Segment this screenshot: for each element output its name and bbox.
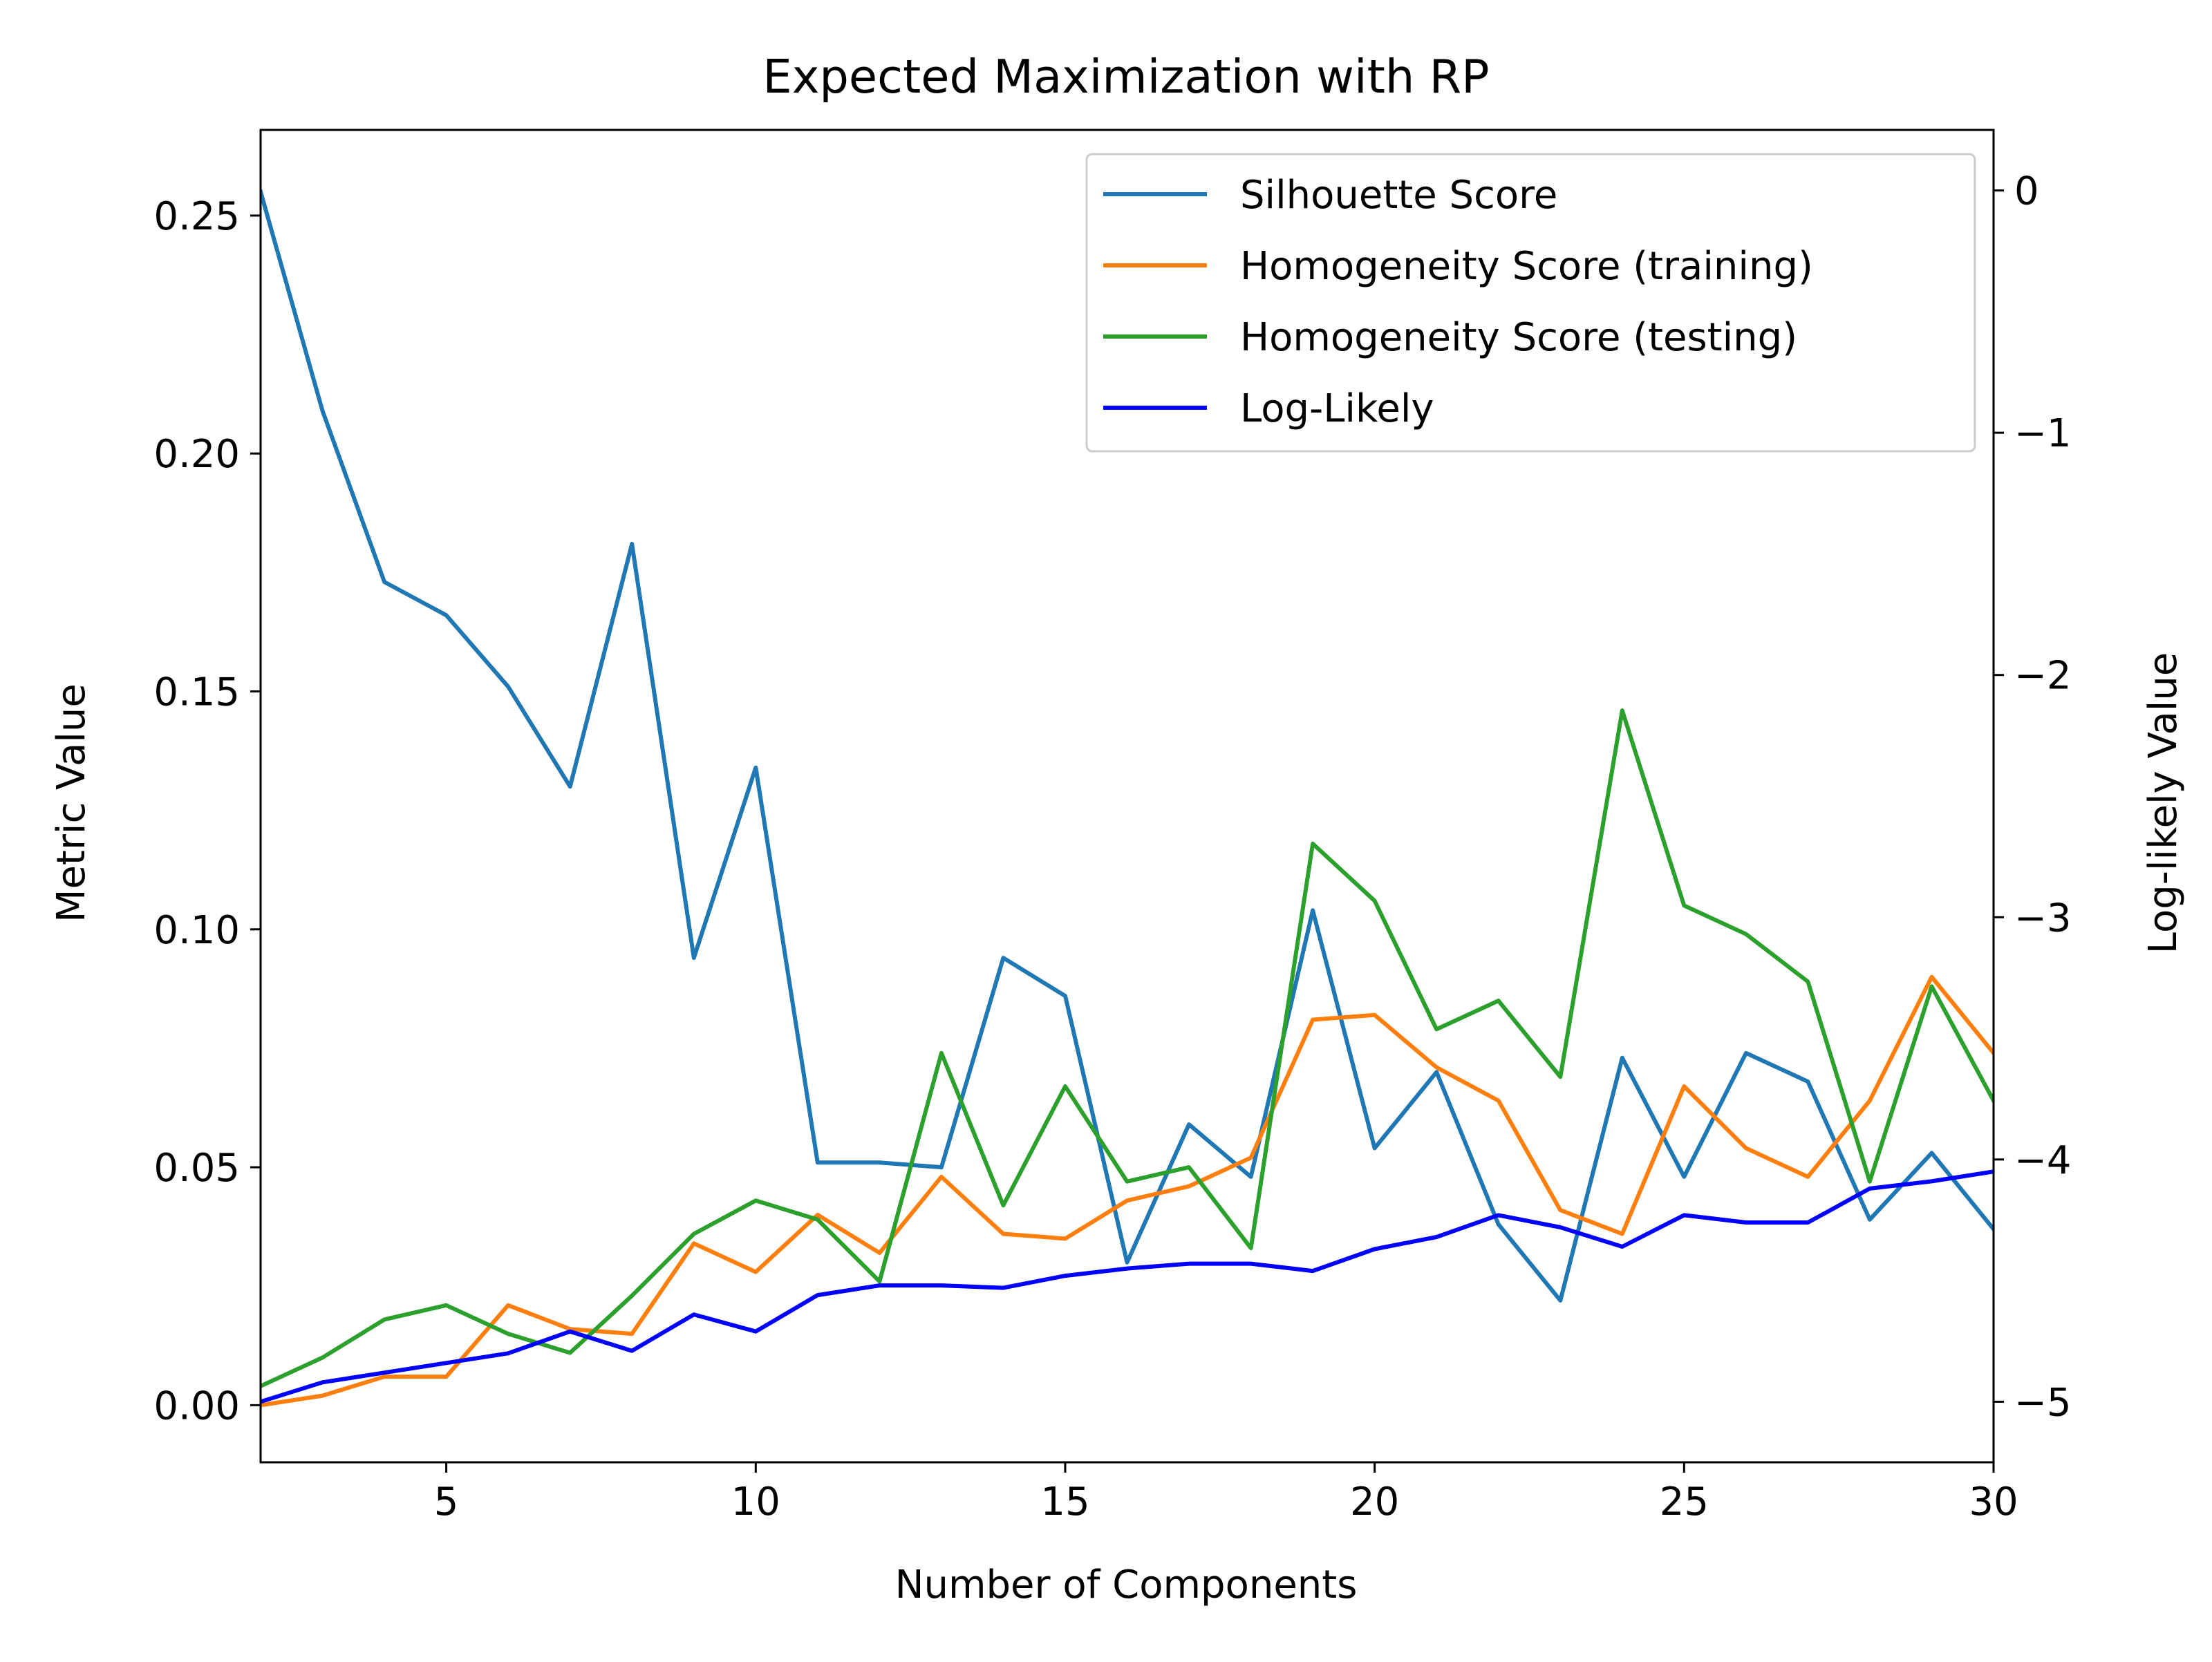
y2-tick-label: −1 xyxy=(2014,411,2072,456)
x-tick-label: 25 xyxy=(1660,1480,1709,1524)
x-tick-label: 30 xyxy=(1969,1480,2018,1524)
legend-label: Silhouette Score xyxy=(1240,173,1557,218)
legend-label: Homogeneity Score (training) xyxy=(1240,244,1813,289)
series-line-4 xyxy=(261,1169,1994,1404)
y2-tick-label: −4 xyxy=(2014,1138,2072,1183)
y-tick-label: 0.25 xyxy=(153,194,240,239)
y2-tick-label: 0 xyxy=(2014,169,2039,214)
x-axis: 5 10 15 20 25 30 xyxy=(434,1462,2018,1524)
legend-label: Log-Likely xyxy=(1240,386,1434,431)
x-tick-label: 15 xyxy=(1040,1480,1089,1524)
legend-label: Homogeneity Score (testing) xyxy=(1240,315,1797,360)
y-tick-label: 0.20 xyxy=(153,432,240,477)
y-tick-label: 0.00 xyxy=(153,1384,240,1428)
legend-box xyxy=(1085,153,1976,453)
y-axis-left: 0.00 0.05 0.10 0.15 0.20 0.25 xyxy=(153,194,261,1428)
series-line-1 xyxy=(261,189,1994,1303)
series-layer xyxy=(261,189,1994,1408)
plot-frame xyxy=(259,129,1995,1464)
y2-tick-label: −3 xyxy=(2014,896,2072,941)
chart-title: Expected Maximization with RP xyxy=(762,50,1489,104)
y2-axis-label: Log-likely Value xyxy=(2141,652,2186,954)
x-tick-label: 20 xyxy=(1350,1480,1399,1524)
y-axis-label: Metric Value xyxy=(49,683,94,923)
y-tick-label: 0.05 xyxy=(153,1146,240,1191)
x-axis-label: Number of Components xyxy=(895,1562,1358,1607)
x-tick-label: 10 xyxy=(731,1480,780,1524)
series-line-3 xyxy=(261,708,1994,1389)
y2-tick-label: −5 xyxy=(2014,1380,2072,1425)
y-axis-right: 0 −1 −2 −3 −4 −5 xyxy=(1994,169,2072,1425)
y2-tick-label: −2 xyxy=(2014,654,2072,699)
y-tick-label: 0.15 xyxy=(153,670,240,715)
x-tick-label: 5 xyxy=(434,1480,459,1524)
y-tick-label: 0.10 xyxy=(153,908,240,953)
series-line-2 xyxy=(261,974,1994,1408)
legend: Silhouette Score Homogeneity Score (train… xyxy=(1085,153,1976,453)
